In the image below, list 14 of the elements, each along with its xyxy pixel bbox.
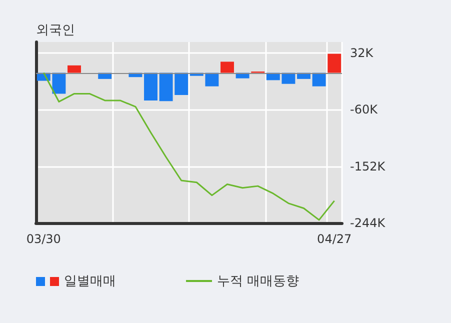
- bar: [328, 54, 342, 73]
- chart-title: 외국인: [36, 23, 75, 38]
- bar: [144, 72, 158, 100]
- y-tick-label: -244K: [350, 216, 386, 230]
- x-tick-label: 04/27: [317, 232, 352, 246]
- line-series: [42, 72, 336, 221]
- y-tick-label: -60K: [350, 102, 379, 117]
- legend-label: 누적 매매동향: [217, 273, 300, 290]
- y-tick-label: 32K: [350, 46, 374, 60]
- bar: [220, 62, 234, 73]
- legend-label: 일별매매: [64, 273, 116, 290]
- y-tick-label: -152K: [350, 159, 386, 174]
- x-tick-label: 03/30: [26, 232, 61, 246]
- bar: [68, 65, 81, 73]
